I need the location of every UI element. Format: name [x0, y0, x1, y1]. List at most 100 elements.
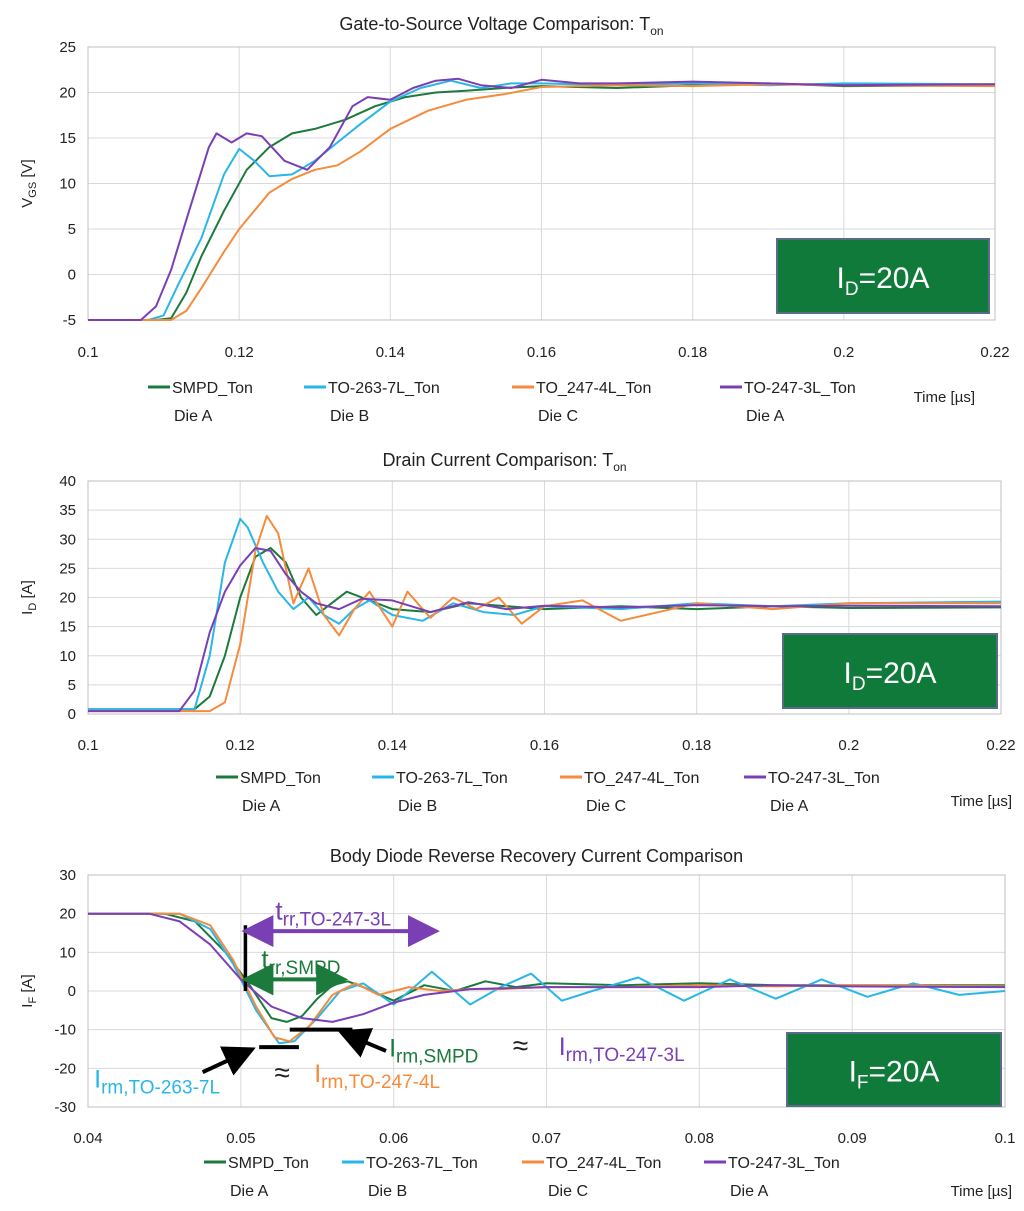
x-tick-label: 0.04 — [73, 1130, 102, 1147]
x-tick-label: 0.14 — [378, 737, 407, 754]
y-tick-label: 5 — [68, 677, 76, 694]
legend-entry-name: TO-247-3L_Ton — [744, 380, 856, 397]
condition-box-main: I — [849, 1056, 857, 1089]
y-tick-label: 30 — [59, 531, 76, 548]
approx-symbol: ≈ — [513, 1030, 528, 1061]
y-tick-label: 20 — [59, 85, 76, 102]
legend-entry-die: Die A — [770, 798, 809, 815]
condition-box — [782, 633, 998, 709]
x-tick-label: 0.22 — [980, 344, 1009, 361]
legend-entry-name: TO_247-4L_Ton — [536, 380, 651, 397]
y-axis-label-main: V — [19, 198, 36, 208]
legend-entry-name: SMPD_Ton — [228, 1155, 309, 1172]
x-tick-label: 0.1 — [78, 344, 99, 361]
legend-entry-die: Die A — [174, 408, 213, 425]
condition-box-subscript: F — [857, 1073, 869, 1094]
irm-to247-3l-subscript: rm,TO-247-3L — [566, 1045, 685, 1066]
condition-box-rest: =20A — [869, 1056, 940, 1089]
x-tick-label: 0.12 — [225, 344, 254, 361]
y-tick-label: -20 — [54, 1060, 76, 1077]
legend-entry-die: Die A — [746, 408, 785, 425]
chart-title-subscript: on — [650, 24, 663, 38]
y-tick-label: 10 — [59, 944, 76, 961]
x-axis-label: Time [µs] — [914, 389, 975, 406]
legend-entry-name: TO-247-3L_Ton — [768, 770, 880, 787]
chart-3: Body Diode Reverse Recovery Current Comp… — [19, 846, 1015, 1200]
y-tick-label: 35 — [59, 502, 76, 519]
y-tick-label: 15 — [59, 619, 76, 636]
legend-entry-name: SMPD_Ton — [240, 770, 321, 787]
irm-to247-4l-subscript: rm,TO-247-4L — [321, 1072, 440, 1093]
y-tick-label: 20 — [59, 590, 76, 607]
condition-box-label: ID=20A — [844, 657, 937, 695]
x-tick-label: 0.18 — [682, 737, 711, 754]
legend-entry-name: TO-263-7L_Ton — [328, 380, 440, 397]
chart-title: Body Diode Reverse Recovery Current Comp… — [330, 846, 743, 866]
y-tick-label: 10 — [59, 648, 76, 665]
legend-entry-name: TO-263-7L_Ton — [396, 770, 508, 787]
chart-title: Gate-to-Source Voltage Comparison: Ton — [339, 14, 663, 38]
irm-to247-3l-label: Irm,TO-247-3L — [559, 1033, 685, 1066]
irm-smpd-subscript: rm,SMPD — [396, 1047, 478, 1068]
x-tick-label: 0.07 — [532, 1130, 561, 1147]
irm-smpd-main: I — [389, 1035, 396, 1063]
series-line-to-247-4l-ton — [88, 515, 1001, 713]
y-axis-label: VGS [V] — [19, 159, 39, 207]
legend-entry-die: Die C — [586, 798, 626, 815]
y-tick-label: 0 — [68, 267, 76, 284]
plot-frame — [87, 480, 1002, 715]
trr-to247-3l-label: trr,TO-247-3L — [275, 895, 391, 930]
x-tick-label: 0.22 — [986, 737, 1015, 754]
chart-title-subscript: on — [613, 460, 626, 474]
legend-entry-name: TO-263-7L_Ton — [366, 1155, 478, 1172]
irm-to247-4l-label: Irm,TO-247-4L — [314, 1060, 440, 1093]
y-tick-label: 40 — [59, 473, 76, 490]
condition-box-label: IF=20A — [849, 1056, 940, 1094]
x-tick-label: 0.1 — [995, 1130, 1016, 1147]
trr-to247-3l-main: t — [275, 895, 283, 925]
x-tick-label: 0.2 — [833, 344, 854, 361]
x-tick-label: 0.1 — [78, 737, 99, 754]
chart-title: Drain Current Comparison: Ton — [382, 450, 626, 474]
irm-smpd-label: Irm,SMPD — [389, 1035, 478, 1068]
legend-entry-die: Die C — [548, 1183, 588, 1200]
legend-entry-name: TO_247-4L_Ton — [546, 1155, 661, 1172]
y-axis-label-subscript: GS — [27, 182, 39, 198]
condition-box-subscript: D — [852, 674, 866, 695]
chart-1: Gate-to-Source Voltage Comparison: Ton -5… — [19, 14, 1010, 425]
plot-frame — [87, 46, 996, 321]
trr-smpd-subscript: rr,SMPD — [269, 958, 341, 979]
trr-smpd-main: t — [261, 944, 269, 974]
condition-box-rest: =20A — [866, 657, 937, 690]
condition-box-subscript: D — [845, 279, 859, 300]
y-tick-label: 25 — [59, 560, 76, 577]
y-axis-label: ID [A] — [19, 580, 39, 615]
x-tick-label: 0.06 — [379, 1130, 408, 1147]
x-tick-label: 0.05 — [226, 1130, 255, 1147]
y-axis-label-unit: [A] — [19, 974, 36, 997]
y-axis-label-subscript: D — [27, 603, 39, 611]
y-tick-label: -5 — [63, 312, 76, 329]
y-tick-label: 0 — [68, 983, 76, 1000]
series-line-to-247-4l-ton — [88, 912, 1006, 1043]
x-tick-label: 0.14 — [376, 344, 405, 361]
legend-entry-name: SMPD_Ton — [172, 380, 253, 397]
x-tick-label: 0.08 — [685, 1130, 714, 1147]
legend-entry-die: Die B — [330, 408, 369, 425]
condition-box-main: I — [844, 657, 852, 690]
series-line-to-247-4l-ton — [88, 83, 996, 321]
series-line-to-263-7l-ton — [88, 912, 1006, 1045]
legend-entry-die: Die B — [368, 1183, 407, 1200]
legend-entry-die: Die B — [398, 798, 437, 815]
y-tick-label: 25 — [59, 39, 76, 56]
legend-entry-name: TO-247-3L_Ton — [728, 1155, 840, 1172]
irm-pointer-arrow-left — [201, 1046, 256, 1076]
chart-title-text: Body Diode Reverse Recovery Current Comp… — [330, 846, 743, 866]
x-tick-label: 0.16 — [530, 737, 559, 754]
irm-to263-label: Irm,TO-263-7L — [94, 1066, 220, 1099]
chart-2: Drain Current Comparison: Ton 0 5 10 15 20 25 3… — [19, 450, 1016, 815]
x-tick-label: 0.16 — [527, 344, 556, 361]
series-line-to-247-3l-ton — [88, 547, 1002, 713]
irm-to247-4l-main: I — [314, 1060, 321, 1088]
